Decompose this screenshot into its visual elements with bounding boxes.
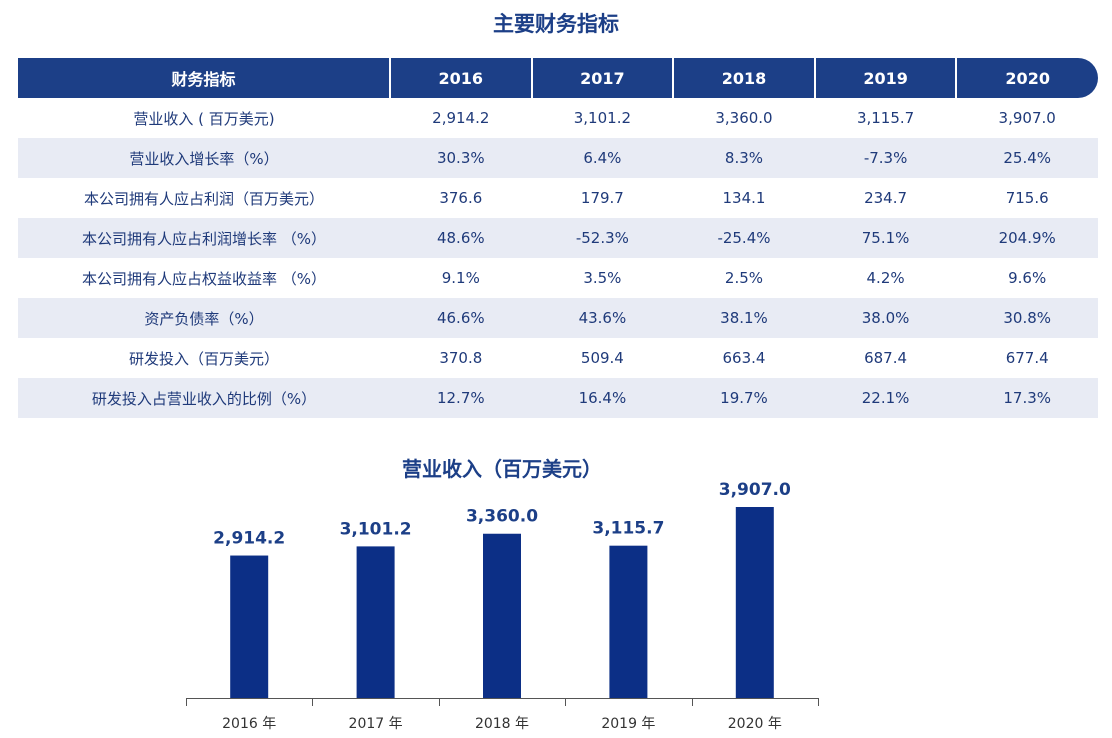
bar-value-label: 3,360.0 [466,507,538,527]
table-cell: 38.0% [814,298,957,338]
x-tick-label: 2020 年 [728,716,782,732]
table-cell: 12.7% [390,378,532,418]
page-title: 主要财务指标 [493,12,619,36]
bar-3 [609,545,648,698]
table-cell: 30.3% [390,138,532,178]
bar-2 [483,533,521,698]
header-cell-2018: 2018 [672,58,815,98]
bar-4 [735,507,774,698]
table-row: 营业收入 ( 百万美元) 2,914.2 3,101.2 3,360.0 3,1… [18,98,1098,138]
table-cell: 9.1% [441,269,480,287]
table-cell: 3,115.7 [856,109,915,127]
table-cell: 38.1% [673,298,815,338]
x-tick-label: 2018 年 [475,716,529,732]
table-cell: 3,907.0 [998,109,1056,127]
header-cell-2020: 2020 [955,58,1098,98]
chart-title: 营业收入（百万美元） [402,457,602,481]
x-tick-label: 2016 年 [222,716,276,732]
table-cell: -52.3% [531,218,674,258]
table-row: 本公司拥有人应占利润增长率 （%） 48.6% -52.3% -25.4% 75… [18,218,1098,258]
bar-0 [230,555,269,698]
table-cell: 46.6% [390,298,532,338]
table-cell: 677.4 [1005,349,1049,367]
table-cell: -7.3% [814,138,957,178]
bar-value-label: 3,115.7 [592,519,664,539]
table-cell: 663.4 [722,349,766,367]
row-label: 研发投入占营业收入的比例（%） [18,378,390,418]
bar-value-label: 3,907.0 [719,480,791,500]
table-cell: 22.1% [814,378,957,418]
table-cell: 30.8% [956,298,1098,338]
row-label: 本公司拥有人应占权益收益率 （%） [81,269,327,288]
table-cell: 179.7 [580,189,624,207]
table-cell: 8.3% [673,138,815,178]
table-cell: 687.4 [864,349,908,367]
table-cell: 4.2% [866,269,905,287]
x-tick-label: 2017 年 [349,716,403,732]
financial-table: 财务指标 2016 2017 2018 2019 2020 营业收入 ( 百万美… [18,58,1098,418]
row-label: 营业收入 ( 百万美元) [133,109,275,128]
row-label: 资产负债率（%） [18,298,390,338]
table-cell: 3.5% [583,269,622,287]
table-cell: 16.4% [531,378,674,418]
table-cell: 25.4% [956,138,1098,178]
table-cell: 6.4% [531,138,674,178]
table-row: 研发投入（百万美元） 370.8 509.4 663.4 687.4 677.4 [18,338,1098,378]
table-row: 资产负债率（%） 46.6% 43.6% 38.1% 38.0% 30.8% [18,298,1098,338]
table-cell: 234.7 [864,189,908,207]
bar-value-label: 3,101.2 [340,519,412,539]
row-label: 研发投入（百万美元） [128,349,279,368]
table-cell: 19.7% [673,378,815,418]
table-cell: 370.8 [439,349,483,367]
table-header-row: 财务指标 2016 2017 2018 2019 2020 [18,58,1098,98]
bar-1 [356,546,395,698]
table-row: 营业收入增长率（%） 30.3% 6.4% 8.3% -7.3% 25.4% [18,138,1098,178]
table-cell: 17.3% [956,378,1098,418]
table-cell: 376.6 [439,189,483,207]
table-row: 本公司拥有人应占利润（百万美元） 376.6 179.7 134.1 234.7… [18,178,1098,218]
table-cell: 9.6% [1008,269,1047,287]
table-cell: 48.6% [390,218,532,258]
row-label: 本公司拥有人应占利润（百万美元） [83,189,324,208]
header-cell-2016: 2016 [389,58,532,98]
table-cell: 3,101.2 [573,109,632,127]
table-cell: 715.6 [1005,189,1049,207]
header-cell-indicator: 财务指标 [18,58,390,98]
table-cell: 75.1% [814,218,957,258]
header-cell-2019: 2019 [813,58,957,98]
header-cell-2017: 2017 [530,58,674,98]
row-label: 本公司拥有人应占利润增长率 （%） [18,218,390,258]
x-tick-label: 2019 年 [601,716,655,732]
table-cell: 134.1 [722,189,766,207]
row-label: 营业收入增长率（%） [18,138,390,178]
table-cell: 509.4 [580,349,624,367]
table-row: 研发投入占营业收入的比例（%） 12.7% 16.4% 19.7% 22.1% … [18,378,1098,418]
table-cell: 2.5% [724,269,764,287]
table-cell: 204.9% [956,218,1098,258]
bar-value-label: 2,914.2 [213,529,285,549]
table-cell: -25.4% [673,218,815,258]
table-cell: 2,914.2 [432,109,490,127]
table-row: 本公司拥有人应占权益收益率 （%） 9.1% 3.5% 2.5% 4.2% 9.… [18,258,1098,298]
table-cell: 3,360.0 [715,109,773,127]
table-cell: 43.6% [531,298,674,338]
